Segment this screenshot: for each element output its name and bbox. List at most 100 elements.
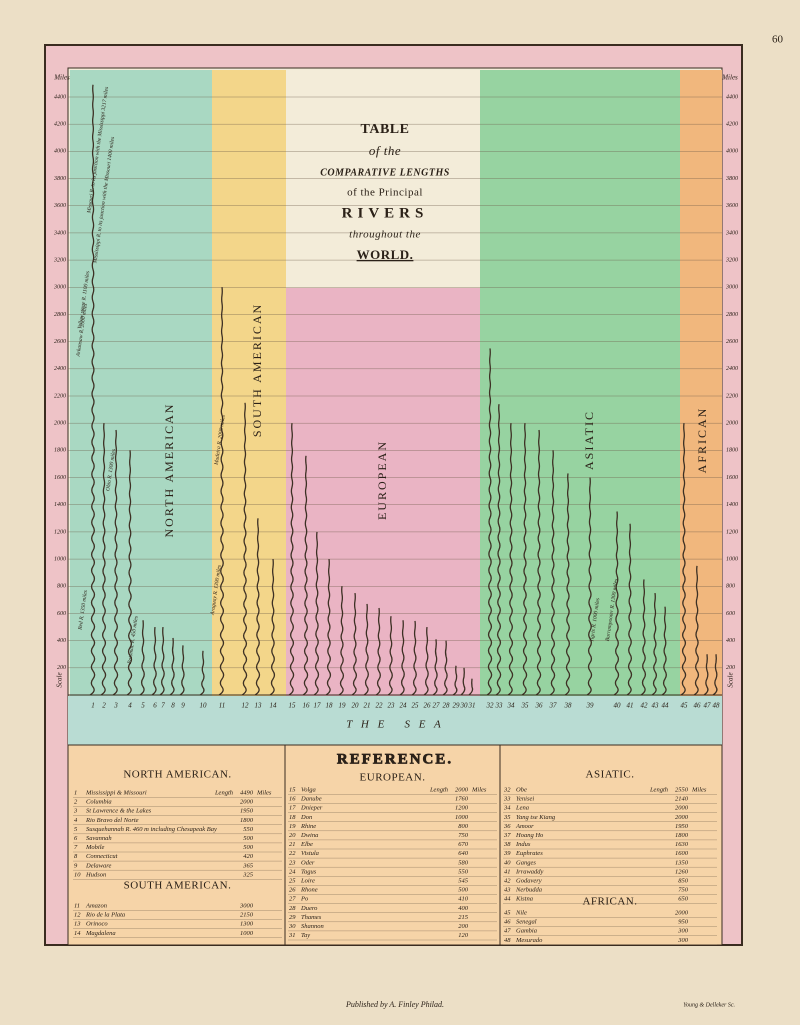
ref-length: 2150 — [240, 912, 254, 919]
ref-length: 300 — [677, 937, 689, 944]
ref-length: 950 — [678, 919, 689, 926]
ref-number: 17 — [289, 805, 296, 812]
asiatic-band — [480, 70, 680, 696]
river-number: 9 — [181, 702, 185, 710]
river-number: 31 — [468, 702, 476, 710]
ref-length: 1260 — [675, 868, 689, 875]
river-number: 43 — [652, 702, 660, 710]
scale-tick-label: 3000 — [725, 285, 738, 291]
ref-name: Thames — [301, 914, 322, 921]
ref-number: 28 — [289, 905, 296, 912]
river-number: 8 — [171, 702, 175, 710]
ref-number: 42 — [504, 877, 511, 884]
ref-number: 32 — [503, 786, 511, 793]
scale-label: Scale — [56, 672, 64, 687]
ref-name: Indus — [515, 841, 531, 848]
ref-name: Godavery — [516, 877, 542, 884]
river — [351, 592, 358, 696]
scale-tick-label: 2200 — [726, 393, 738, 399]
ref-length: 850 — [678, 877, 689, 884]
ref-number: 38 — [503, 841, 511, 848]
river-number: 4 — [128, 702, 132, 710]
ref-length: 640 — [458, 850, 469, 857]
river-number: 1 — [91, 702, 95, 710]
ref-unit: Miles — [256, 789, 272, 796]
river-number: 36 — [535, 702, 544, 710]
title-line: RIVERS — [342, 205, 429, 221]
ref-number: 44 — [504, 896, 511, 903]
river — [269, 559, 276, 696]
title-line: WORLD. — [357, 247, 414, 262]
ref-length: 400 — [458, 905, 469, 912]
river — [241, 402, 248, 696]
ref-length: 2000 — [455, 786, 469, 793]
river — [151, 626, 157, 696]
river-number: 3 — [113, 702, 118, 710]
ref-number: 20 — [289, 832, 296, 839]
ref-number: 36 — [503, 823, 511, 830]
scale-tick-label: 2600 — [726, 339, 738, 345]
scale-tick-label: 400 — [57, 637, 66, 644]
ref-number: 35 — [503, 814, 511, 821]
river-number: 16 — [303, 702, 311, 710]
scale-tick-label: 1200 — [54, 529, 66, 535]
african-band — [680, 70, 722, 696]
ref-name: Rio de la Plata — [85, 912, 125, 919]
river-number: 37 — [549, 702, 558, 710]
ref-length-label: Length — [214, 789, 233, 796]
ref-length: 500 — [243, 844, 254, 851]
ref-number: 15 — [289, 786, 296, 793]
ref-name: Shannon — [301, 923, 324, 930]
ref-length: 1300 — [240, 921, 254, 928]
scale-tick-label: 2400 — [726, 365, 738, 372]
ref-length: 550 — [458, 868, 469, 875]
river-number: 17 — [314, 702, 322, 710]
scale-tick-label: 4400 — [726, 93, 738, 100]
ref-length: 325 — [242, 871, 254, 878]
ref-number: 7 — [74, 844, 78, 851]
ref-length: 120 — [458, 932, 469, 939]
ref-length: 1800 — [240, 817, 254, 824]
river — [254, 518, 261, 696]
ref-name: Volga — [301, 786, 316, 793]
scale-tick-label: 400 — [726, 637, 735, 644]
river-number: 35 — [521, 702, 530, 710]
river — [112, 429, 119, 696]
river — [363, 603, 369, 696]
river-number: 41 — [627, 702, 634, 710]
region-label: EUROPEAN — [375, 440, 389, 520]
ref-length: 650 — [678, 896, 689, 903]
ref-length: 670 — [458, 841, 469, 848]
ref-number: 33 — [503, 796, 511, 803]
river — [640, 579, 647, 696]
river-number: 18 — [326, 702, 334, 710]
river — [613, 511, 620, 696]
scale-tick-label: 3400 — [53, 229, 66, 236]
ref-length: 1000 — [455, 814, 469, 821]
river-number: 11 — [219, 702, 225, 710]
scale-tick-label: 2000 — [726, 421, 738, 427]
river-number: 38 — [564, 702, 573, 710]
river — [564, 473, 571, 696]
scale-tick-label: 1400 — [726, 501, 738, 508]
scale-tick-label: 1800 — [54, 448, 66, 454]
ref-number: 25 — [289, 877, 296, 884]
ref-length: 1350 — [675, 859, 689, 866]
river — [651, 592, 658, 696]
title-line: of the — [369, 143, 401, 158]
scale-unit: Miles — [721, 74, 738, 82]
scale-tick-label: 3600 — [725, 203, 738, 209]
ref-number: 16 — [289, 796, 296, 803]
river-number: 20 — [352, 702, 360, 710]
river — [468, 678, 474, 696]
ref-name: Ganges — [516, 859, 536, 866]
scale-tick-label: 200 — [57, 665, 66, 671]
river — [199, 650, 205, 696]
river — [139, 620, 145, 696]
river — [218, 287, 225, 696]
river — [313, 531, 320, 696]
river — [549, 450, 556, 696]
river-number: 2 — [102, 702, 106, 710]
river — [521, 423, 528, 696]
